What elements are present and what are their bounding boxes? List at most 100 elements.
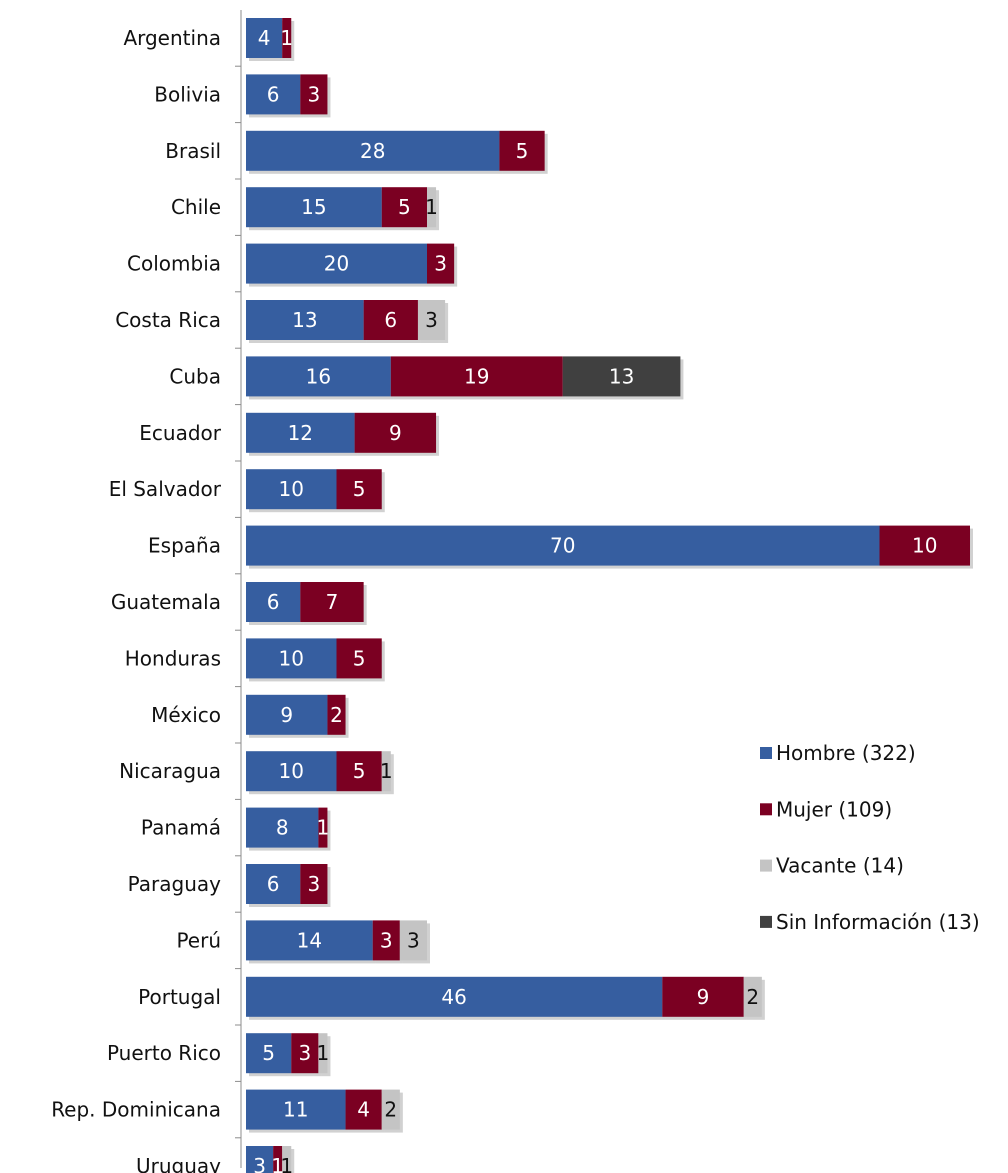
data-label-peru-hombre: 14 (297, 928, 322, 952)
bar-row-costa-rica: 13 6 3 (246, 300, 449, 343)
data-label-panama-mujer: 1 (317, 816, 330, 840)
data-label-puerto-rico-mujer: 3 (298, 1041, 311, 1065)
data-label-ecuador-hombre: 12 (288, 421, 313, 445)
bar-segment-nicaragua-hombre (246, 751, 337, 792)
legend-swatch-hombre (760, 747, 772, 759)
data-label-portugal-hombre: 46 (441, 985, 466, 1009)
legend-swatch-mujer (760, 803, 772, 816)
bar-segment-puerto-rico-vacante (318, 1033, 328, 1074)
bar-segment-panama-mujer (318, 807, 328, 848)
bar-segment-portugal-hombre (246, 976, 663, 1017)
bar-row-honduras: 10 5 (246, 638, 385, 682)
legend-item-mujer: Mujer (109) (760, 797, 892, 821)
category-label-uruguay: Uruguay (136, 1154, 221, 1173)
bar-segment-portugal-mujer (662, 976, 744, 1017)
data-label-bolivia-hombre: 6 (267, 82, 280, 106)
bar-row-el-salvador: 10 5 (246, 469, 385, 513)
legend-swatch-vacante (760, 859, 772, 872)
data-label-paraguay-hombre: 6 (267, 872, 280, 896)
data-label-paraguay-mujer: 3 (308, 872, 321, 896)
bar-row-ecuador: 12 9 (246, 412, 440, 456)
bar-segment-bolivia-hombre (246, 74, 301, 115)
bar-segment-cuba-sin-informacion (562, 356, 681, 397)
data-label-argentina-mujer: 1 (280, 26, 293, 50)
category-label-espana: España (148, 534, 221, 558)
category-label-panama: Panamá (141, 816, 221, 840)
bar-segment-el-salvador-hombre (246, 469, 337, 510)
bar-segment-chile-hombre (246, 187, 382, 228)
bar-segment-peru-hombre (246, 920, 373, 961)
legend-item-sin-informacion: Sin Información (13) (760, 910, 980, 934)
data-label-honduras-hombre: 10 (279, 646, 304, 670)
bar-segment-peru-mujer (372, 920, 400, 961)
category-label-costa-rica: Costa Rica (115, 308, 221, 332)
axis-layer (235, 10, 242, 1168)
category-label-ecuador: Ecuador (139, 421, 221, 445)
data-label-rep-dominicana-hombre: 11 (283, 1098, 308, 1122)
bar-segment-peru-vacante (399, 920, 427, 961)
category-label-bolivia: Bolivia (154, 82, 221, 106)
category-label-argentina: Argentina (123, 26, 221, 50)
category-labels: Argentina Bolivia Brasil Chile Colombia Costa… (51, 26, 222, 1173)
bar-row-peru: 14 3 3 (246, 920, 430, 964)
data-label-portugal-mujer: 9 (697, 985, 710, 1009)
data-label-costa-rica-vacante: 3 (425, 308, 438, 332)
bar-segment-paraguay-hombre (246, 864, 301, 904)
bar-segment-guatemala-mujer (300, 582, 364, 622)
bar-segment-ecuador-hombre (246, 412, 355, 453)
data-label-uruguay-hombre: 3 (253, 1154, 266, 1173)
bar-row-espana: 70 10 (246, 525, 973, 569)
legend-label-sin-informacion: Sin Información (13) (776, 910, 980, 934)
data-label-espana-mujer: 10 (912, 534, 937, 558)
data-label-brasil-mujer: 5 (516, 139, 529, 163)
bar-segment-costa-rica-vacante (417, 300, 446, 340)
data-label-cuba-hombre: 16 (306, 364, 331, 388)
bar-segment-bolivia-mujer (300, 74, 328, 115)
data-label-uruguay-vacante: 1 (280, 1154, 293, 1173)
data-label-chile-hombre: 15 (301, 195, 326, 219)
bar-row-uruguay: 3 11 (246, 1146, 295, 1173)
category-label-chile: Chile (171, 195, 221, 219)
data-label-el-salvador-mujer: 5 (353, 477, 366, 501)
bar-segment-guatemala-hombre (246, 582, 301, 622)
bar-segment-rep-dominicana-hombre (246, 1089, 346, 1130)
category-label-guatemala: Guatemala (111, 590, 221, 614)
legend: Hombre (322) Mujer (109) Vacante (14) Sin I… (760, 741, 980, 934)
bar-segment-puerto-rico-hombre (246, 1033, 292, 1074)
category-label-peru: Perú (176, 928, 221, 952)
bar-segment-honduras-mujer (336, 638, 382, 679)
bar-segment-honduras-hombre (246, 638, 337, 679)
bar-segment-colombia-hombre (246, 243, 427, 284)
data-label-bolivia-mujer: 3 (308, 82, 321, 106)
bar-segment-nicaragua-vacante (381, 751, 391, 792)
legend-swatch-sin-informacion (760, 915, 772, 928)
data-label-argentina-hombre: 4 (258, 26, 271, 50)
bar-segment-cuba-mujer (390, 356, 563, 397)
data-label-cuba-mujer: 19 (464, 364, 489, 388)
data-label-peru-mujer: 3 (380, 928, 393, 952)
bar-segment-paraguay-mujer (300, 864, 328, 904)
bar-segment-chile-vacante (427, 187, 437, 228)
bar-segment-argentina-hombre (246, 18, 283, 58)
data-label-portugal-vacante: 2 (746, 985, 759, 1009)
category-label-cuba: Cuba (169, 364, 221, 388)
data-label-uruguay-mujer: 1 (271, 1154, 284, 1173)
bar-row-chile: 15 5 1 (246, 187, 440, 231)
data-label-colombia-hombre: 20 (324, 252, 349, 276)
category-label-honduras: Honduras (125, 646, 221, 670)
bar-row-cuba: 16 19 13 (246, 356, 684, 400)
data-label-costa-rica-hombre: 13 (292, 308, 317, 332)
data-label-mexico-mujer: 2 (330, 703, 343, 727)
data-label-peru-vacante: 3 (407, 928, 420, 952)
bar-segment-puerto-rico-mujer (291, 1033, 319, 1074)
category-label-brasil: Brasil (165, 139, 221, 163)
bar-segment-costa-rica-mujer (363, 300, 418, 340)
bar-segment-rep-dominicana-vacante (381, 1089, 400, 1130)
